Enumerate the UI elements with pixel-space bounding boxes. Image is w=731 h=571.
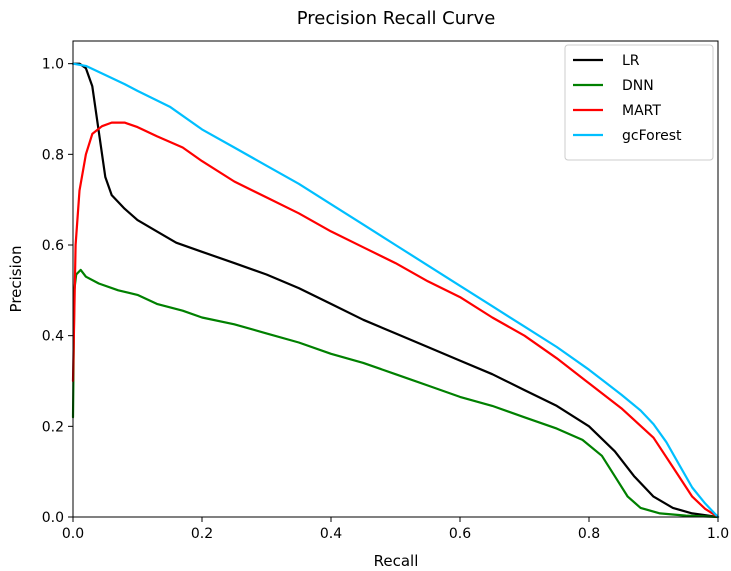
x-tick-label: 0.4: [320, 526, 342, 542]
series-line-lr: [71, 62, 720, 519]
series-line-mart: [71, 121, 720, 519]
y-tick-label: 0.6: [42, 238, 64, 254]
legend-label-gcforest: gcForest: [622, 128, 682, 144]
y-axis-ticks: 0.0 0.2 0.4 0.6 0.8 1.0: [42, 57, 73, 526]
x-tick-label: 0.6: [449, 526, 471, 542]
y-tick-label: 0.8: [42, 147, 64, 163]
x-tick-label: 0.8: [578, 526, 600, 542]
legend-label-mart: MART: [622, 103, 661, 119]
legend-label-dnn: DNN: [622, 78, 654, 94]
y-tick-label: 0.2: [42, 419, 64, 435]
y-axis-label: Precision: [7, 246, 25, 313]
series-line-gcforest: [71, 62, 720, 519]
x-axis-ticks: 0.0 0.2 0.4 0.6 0.8 1.0: [62, 517, 729, 542]
x-tick-label: 0.2: [191, 526, 213, 542]
series-line-dnn: [71, 268, 720, 519]
chart-title: Precision Recall Curve: [297, 8, 496, 29]
y-tick-label: 0.4: [42, 329, 64, 345]
legend-box: [564, 44, 714, 161]
x-axis-label: Recall: [374, 552, 419, 570]
legend-label-lr: LR: [622, 53, 640, 69]
y-tick-label: 0.0: [42, 510, 64, 526]
legend-entries: LR DNN MART gcForest: [573, 53, 682, 144]
y-tick-label: 1.0: [42, 57, 64, 73]
plot-frame: [72, 40, 719, 518]
x-tick-label: 1.0: [707, 526, 729, 542]
legend: LR DNN MART gcForest: [564, 44, 714, 161]
series-lines: [71, 62, 720, 519]
x-tick-label: 0.0: [62, 526, 84, 542]
